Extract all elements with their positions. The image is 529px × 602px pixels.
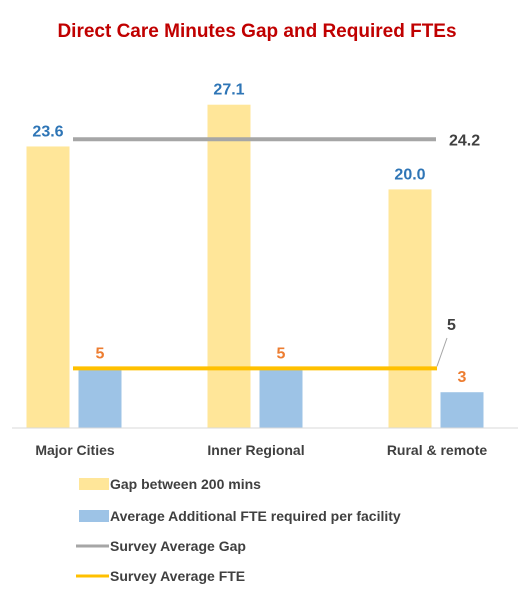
survey-average-gap-label: 24.2 — [449, 132, 480, 149]
category-label-1: Inner Regional — [207, 442, 304, 458]
data-label-fte-2: 3 — [458, 369, 467, 386]
category-label-0: Major Cities — [35, 442, 115, 458]
bar-fte-1 — [259, 368, 303, 428]
legend-survey-gap: Survey Average Gap — [76, 538, 246, 554]
bar-gap-2 — [388, 189, 432, 428]
data-label-gap-0: 23.6 — [32, 123, 63, 140]
legend-survey-fte-text: Survey Average FTE — [110, 568, 245, 584]
legend-fte: Average Additional FTE required per faci… — [79, 508, 401, 524]
plot-area: 23.6 27.1 20.0 5 5 3 24.2 5 — [26, 82, 484, 428]
fte-line-leader — [436, 337, 448, 367]
data-label-fte-0: 5 — [96, 345, 105, 362]
legend-gap-swatch — [79, 478, 109, 490]
chart-title: Direct Care Minutes Gap and Required FTE… — [57, 21, 456, 42]
bar-gap-0 — [26, 146, 70, 428]
bar-fte-0 — [78, 368, 122, 428]
legend-gap-text: Gap between 200 mins — [110, 476, 261, 492]
legend-survey-fte: Survey Average FTE — [76, 568, 245, 584]
bar-gap-1 — [207, 104, 251, 428]
data-label-gap-2: 20.0 — [394, 166, 425, 183]
legend: Gap between 200 mins Average Additional F… — [76, 476, 401, 584]
category-labels: Major Cities Inner Regional Rural & remote — [35, 442, 487, 458]
legend-fte-text: Average Additional FTE required per faci… — [110, 508, 401, 524]
bar-fte-2 — [440, 392, 484, 428]
data-label-fte-1: 5 — [277, 345, 286, 362]
legend-survey-gap-text: Survey Average Gap — [110, 538, 246, 554]
legend-gap: Gap between 200 mins — [79, 476, 261, 492]
category-label-2: Rural & remote — [387, 442, 488, 458]
legend-fte-swatch — [79, 510, 109, 522]
data-label-gap-1: 27.1 — [213, 82, 244, 99]
survey-average-fte-label: 5 — [447, 317, 456, 334]
